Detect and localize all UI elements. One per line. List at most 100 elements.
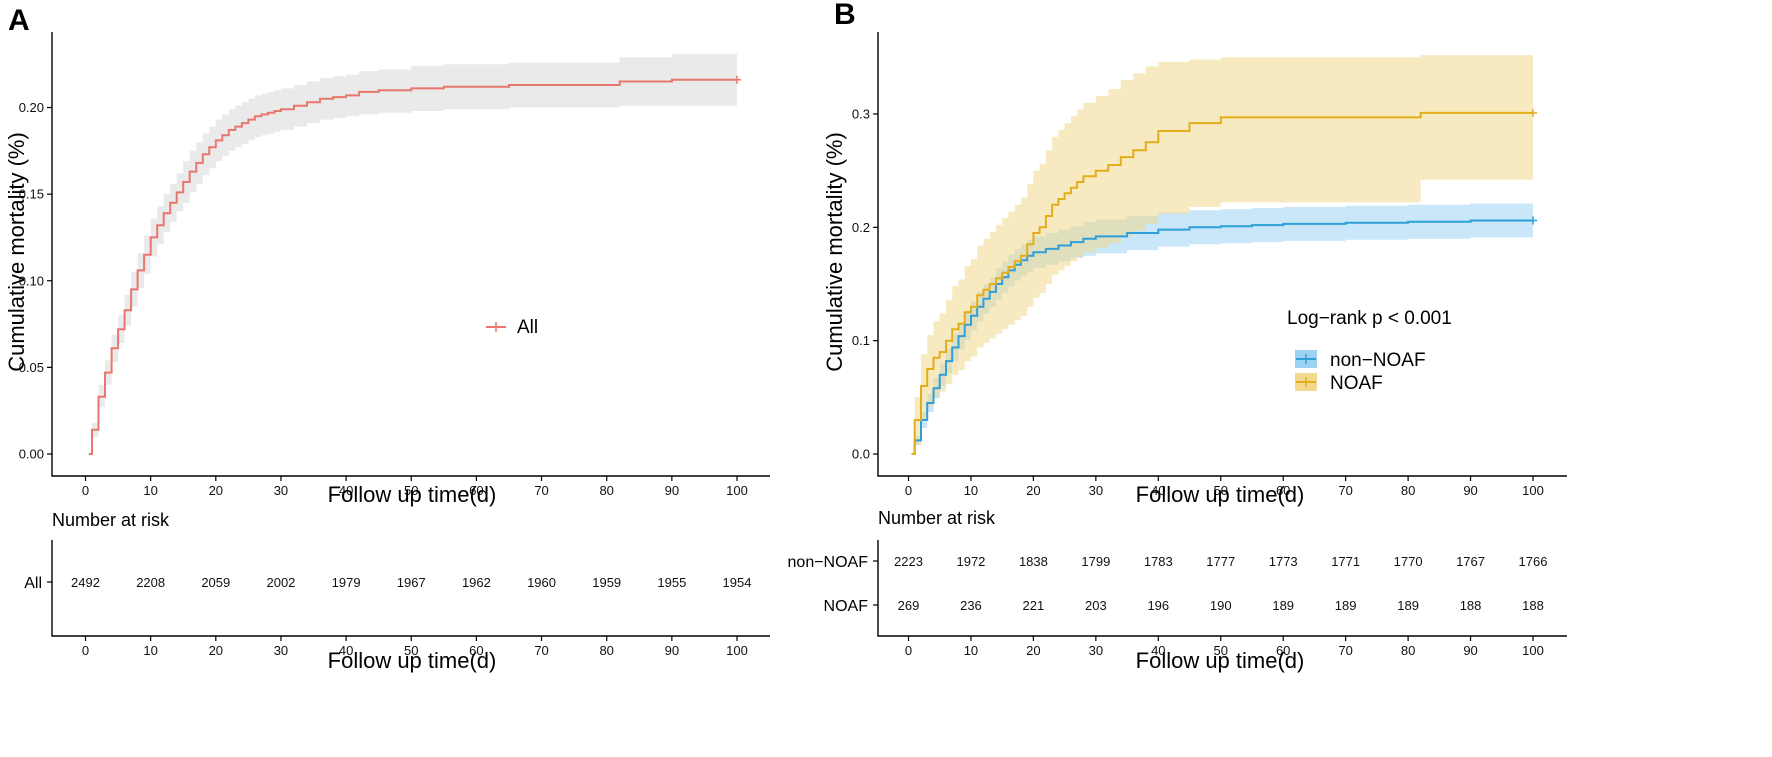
panel-a-risk-value: 2059 — [201, 575, 230, 590]
panel-a-band-all — [88, 53, 738, 455]
panel-b-x-axis-title: Follow up time(d) — [1136, 482, 1305, 507]
panel-a-confidence-bands — [88, 53, 738, 455]
panel-b-risk-x-tick-label: 50 — [1214, 643, 1228, 658]
panel-a-risk-x-tick-label: 30 — [274, 643, 288, 658]
panel-b-x-tick-label: 0 — [905, 483, 912, 498]
panel-a-x-tick-label: 90 — [665, 483, 679, 498]
panel-a-risk-x-tick-label: 80 — [599, 643, 613, 658]
panel-a-risk-value: 1967 — [397, 575, 426, 590]
panel-a-x-tick-label: 80 — [599, 483, 613, 498]
panel-a-risk-x-tick-label: 70 — [534, 643, 548, 658]
panel-b-risk-x-tick-label: 30 — [1089, 643, 1103, 658]
panel-a-y-tick-label: 0.05 — [19, 360, 44, 375]
panel-a-risk-x-axis-title: Follow up time(d) — [328, 648, 497, 673]
panel-b-x-tick-label: 80 — [1401, 483, 1415, 498]
panel-a-axes: 0 10 20 30 40 50 60 70 80 90 100 0.00 0.05 0.10 0.15 0.… — [19, 32, 770, 498]
panel-b-risk-value: 1777 — [1206, 554, 1235, 569]
panel-b-axes: 0 10 20 30 40 50 60 70 80 90 100 0.0 0.1 0.2 0.3 — [852, 32, 1567, 498]
panel-b-risk-x-axis-title: Follow up time(d) — [1136, 648, 1305, 673]
panel-b-risk-value: 189 — [1335, 598, 1357, 613]
panel-b-x-tick-label: 20 — [1026, 483, 1040, 498]
panel-b-risk-value: 196 — [1147, 598, 1169, 613]
panel-b-risk-title: Number at risk — [878, 508, 996, 528]
panel-b-risk-value: 236 — [960, 598, 982, 613]
panel-b-risk-value: 189 — [1272, 598, 1294, 613]
panel-a: A 0 10 20 30 40 50 60 70 80 90 1000.000.050.100.15… — [4, 4, 770, 673]
panel-b-risk-value: 203 — [1085, 598, 1107, 613]
panel-b-confidence-bands — [911, 55, 1533, 454]
panel-b-censor-mark — [1529, 216, 1537, 225]
panel-a-risk-row-label: All — [24, 575, 42, 592]
panel-b-risk-value: 269 — [898, 598, 920, 613]
panel-a-x-tick-label: 20 — [209, 483, 223, 498]
panel-a-y-tick-label: 0.15 — [19, 187, 44, 202]
panel-a-curve-all — [88, 78, 737, 455]
panel-b-x-tick-label: 10 — [964, 483, 978, 498]
panel-b-risk-value: 1838 — [1019, 554, 1048, 569]
panel-b-risk-x-tick-label: 100 — [1522, 643, 1544, 658]
panel-b-logrank-annotation: Log−rank p < 0.001 — [1287, 308, 1452, 329]
panel-a-risk-x-tick-label: 40 — [339, 643, 353, 658]
panel-a-risk-x-tick-label: 50 — [404, 643, 418, 658]
panel-b-risk-value: 1783 — [1144, 554, 1173, 569]
panel-b-risk-value: 1972 — [956, 554, 985, 569]
panel-b-x-tick-label: 90 — [1463, 483, 1477, 498]
panel-a-y-tick-label: 0.00 — [19, 447, 44, 462]
panel-b-risk-x-tick-label: 0 — [905, 643, 912, 658]
panel-b-legend: non−NOAF NOAF — [1295, 350, 1426, 394]
panel-a-x-tick-label: 10 — [143, 483, 157, 498]
panel-b-y-tick-label: 0.1 — [852, 333, 870, 348]
panel-b-risk-value: 2223 — [894, 554, 923, 569]
panel-a-risk-x-tick-label: 90 — [665, 643, 679, 658]
panel-b-risk-value: 188 — [1522, 598, 1544, 613]
panel-a-risk-value: 1962 — [462, 575, 491, 590]
panel-b-risk-x-tick-label: 20 — [1026, 643, 1040, 658]
panel-a-risk-value: 2208 — [136, 575, 165, 590]
panel-b-risk-value: 1771 — [1331, 554, 1360, 569]
panel-a-y-tick-label: 0.20 — [19, 100, 44, 115]
panel-b-axis-lines — [877, 32, 1567, 477]
legend-noaf-label: NOAF — [1330, 373, 1383, 394]
panel-b-curve-non-noaf — [911, 219, 1533, 455]
panel-b-risk-axis-lines — [877, 540, 1567, 637]
panel-a-curves — [88, 75, 741, 455]
panel-a-x-tick-label: 60 — [469, 483, 483, 498]
panel-a-risk-value: 1960 — [527, 575, 556, 590]
legend-non-noaf-label: non−NOAF — [1330, 350, 1426, 371]
panel-b-y-axis-title: Cumulative mortality (%) — [822, 132, 847, 372]
panel-b-y-tick-label: 0.2 — [852, 220, 870, 235]
panel-b-curves — [911, 108, 1537, 455]
panel-b-risk-x-tick-label: 60 — [1276, 643, 1290, 658]
panel-a-x-axis-title: Follow up time(d) — [328, 482, 497, 507]
panel-a-censor-mark — [733, 75, 741, 84]
panel-a-risk-table: 0 10 20 30 40 50 60 70 80 90 100 All 2492 2208 2059 200… — [24, 540, 770, 658]
panel-b-x-tick-label: 50 — [1214, 483, 1228, 498]
panel-a-risk-value: 1954 — [723, 575, 752, 590]
panel-a-letter: A — [8, 4, 30, 37]
panel-a-x-tick-label: 40 — [339, 483, 353, 498]
panel-b-risk-value: 188 — [1460, 598, 1482, 613]
panel-a-x-tick-label: 100 — [726, 483, 748, 498]
panel-b-risk-value: 1767 — [1456, 554, 1485, 569]
panel-b-censor-mark — [1529, 108, 1537, 117]
panel-b-x-tick-label: 70 — [1338, 483, 1352, 498]
legend-all-label: All — [517, 317, 538, 338]
panel-a-risk-value: 2002 — [266, 575, 295, 590]
panel-a-risk-x-tick-label: 10 — [143, 643, 157, 658]
panel-b-x-tick-label: 30 — [1089, 483, 1103, 498]
panel-a-risk-x-tick-label: 60 — [469, 643, 483, 658]
panel-b-risk-x-tick-label: 90 — [1463, 643, 1477, 658]
panel-b-risk-x-tick-label: 80 — [1401, 643, 1415, 658]
panel-a-y-axis-title: Cumulative mortality (%) — [4, 132, 29, 372]
panel-b-letter: B — [834, 0, 856, 31]
panel-a-risk-title: Number at risk — [52, 510, 170, 530]
panel-b-risk-value: 1770 — [1394, 554, 1423, 569]
panel-a-legend: All — [486, 317, 538, 338]
panel-b-risk-value: 189 — [1397, 598, 1419, 613]
panel-b-y-tick-label: 0.0 — [852, 447, 870, 462]
panel-b-risk-row-label: non−NOAF — [788, 554, 869, 571]
panel-b-curve-noaf — [911, 111, 1533, 455]
panel-a-x-tick-label: 70 — [534, 483, 548, 498]
